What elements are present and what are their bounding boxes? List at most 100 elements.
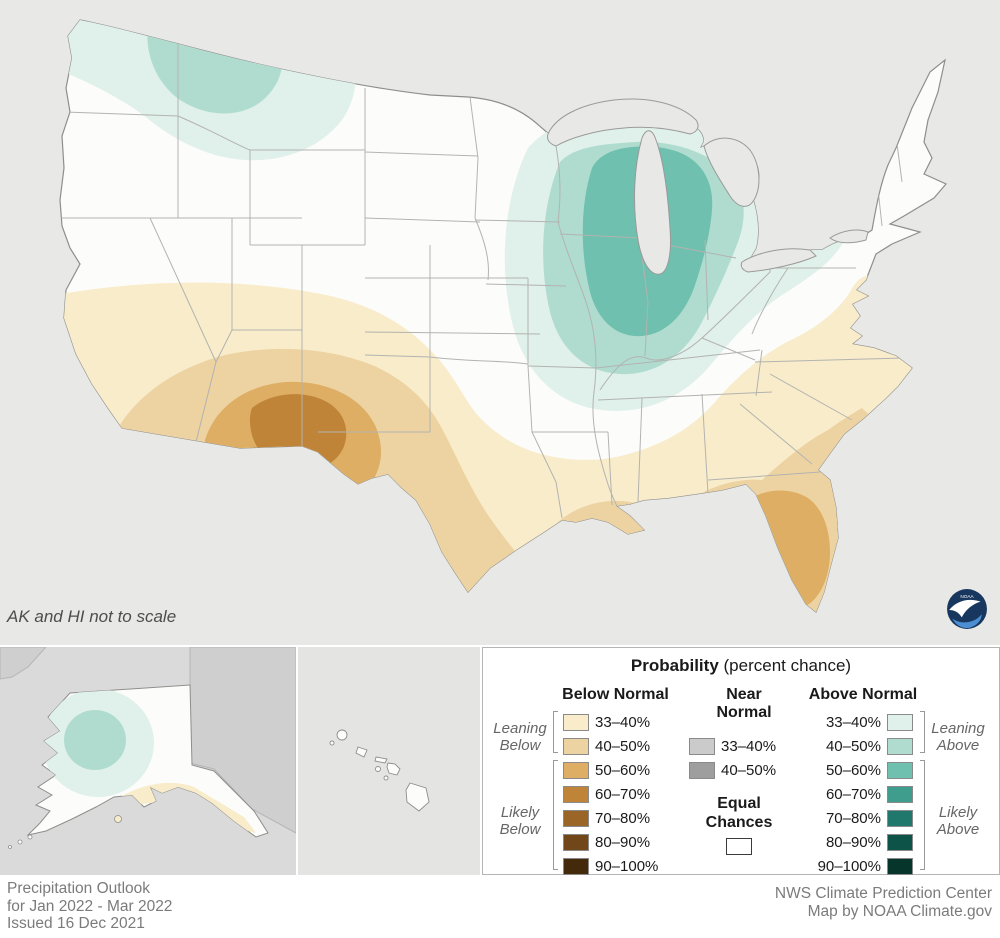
likely-above-label: Likely Above [936, 804, 980, 838]
conus-map-svg [59, 19, 947, 613]
legend-title-bold: Probability [630, 656, 719, 675]
legend-row: 40–50% [689, 758, 776, 782]
legend-swatch [887, 857, 913, 875]
legend-swatch [887, 833, 913, 851]
equal-chances-swatch [726, 838, 752, 855]
legend-label: 40–50% [825, 737, 881, 755]
legend-swatch [563, 833, 589, 851]
legend-label: 50–60% [825, 761, 881, 779]
lake-huron [703, 137, 760, 207]
noaa-logo-text: NOAA [960, 594, 974, 600]
legend-row: 33–40% [563, 710, 658, 734]
equal-chances-label: Equal Chances [705, 795, 773, 831]
footer-credit: Map by NOAA Climate.gov [807, 902, 992, 920]
legend-swatch [563, 809, 589, 827]
legend-swatch [563, 761, 589, 779]
hawaii-ocean [298, 647, 480, 875]
legend-row: 33–40% [689, 734, 776, 758]
great-lakes [547, 98, 869, 275]
near-normal-rows: 33–40% 40–50% [689, 734, 776, 782]
below-normal-header: Below Normal [562, 686, 669, 703]
legend-label: 90–100% [817, 857, 881, 875]
above-normal-rows: 33–40% 40–50% 50–60% 60–70% 70–80% 80–90… [809, 710, 913, 878]
lake-superior [547, 98, 699, 147]
legend-row: 80–90% [809, 830, 913, 854]
legend-row: 70–80% [809, 806, 913, 830]
alaska-region-above-40-50 [64, 710, 126, 770]
legend-label: 50–60% [595, 761, 651, 779]
leaning-below-label: Leaning Below [493, 720, 547, 754]
legend-label: 40–50% [721, 761, 777, 779]
legend-swatch [887, 737, 913, 755]
legend-swatch [887, 785, 913, 803]
below-normal-rows: 33–40% 40–50% 50–60% 60–70% 70–80% 80–90… [563, 710, 658, 878]
legend-label: 80–90% [825, 833, 881, 851]
legend-row: 50–60% [809, 758, 913, 782]
legend-swatch [563, 785, 589, 803]
legend-panel: Probability (percent chance) Below Norma… [482, 647, 1000, 875]
alaska-inset [0, 646, 297, 875]
footer-period: for Jan 2022 - Mar 2022 [7, 897, 173, 915]
legend-row: 33–40% [809, 710, 913, 734]
legend-swatch [887, 761, 913, 779]
footer-right: NWS Climate Prediction Center Map by NOA… [775, 880, 992, 938]
legend-row: 60–70% [809, 782, 913, 806]
legend-label: 40–50% [595, 737, 651, 755]
legend-row: 80–90% [563, 830, 658, 854]
lake-erie [740, 248, 817, 273]
leaning-above-label: Leaning Above [931, 720, 985, 754]
legend-label: 33–40% [721, 737, 777, 755]
noaa-logo: NOAA [946, 588, 988, 630]
kodiak-island [114, 815, 122, 823]
legend-label: 90–100% [595, 857, 659, 875]
noaa-wave-icon [952, 614, 982, 629]
legend-swatch [563, 713, 589, 731]
likely-below-bracket [553, 760, 558, 870]
legend-label: 70–80% [825, 809, 881, 827]
footer: Precipitation Outlook for Jan 2022 - Mar… [0, 875, 1000, 938]
likely-below-label: Likely Below [499, 804, 541, 838]
legend-label: 80–90% [595, 833, 651, 851]
hawaii-inset [298, 647, 480, 875]
legend-row: 40–50% [563, 734, 658, 758]
footer-left: Precipitation Outlook for Jan 2022 - Mar… [7, 880, 172, 938]
legend-swatch [689, 761, 715, 779]
hawaii-inset-svg [298, 647, 480, 875]
legend-row: 40–50% [809, 734, 913, 758]
bottom-row: Probability (percent chance) Below Norma… [0, 645, 1000, 875]
legend-row: 70–80% [563, 806, 658, 830]
legend-swatch [689, 737, 715, 755]
legend-label: 33–40% [825, 713, 881, 731]
alaska-inset-svg [0, 646, 297, 875]
hawaiian-islands [329, 729, 430, 812]
scale-note: AK and HI not to scale [7, 607, 177, 626]
legend-title: Probability (percent chance) [483, 656, 999, 676]
legend-label: 33–40% [595, 713, 651, 731]
legend-row: 90–100% [563, 854, 658, 878]
above-normal-header: Above Normal [808, 686, 918, 703]
legend-swatch [563, 857, 589, 875]
legend-swatch [887, 713, 913, 731]
legend-label: 60–70% [595, 785, 651, 803]
noaa-logo-svg: NOAA [947, 589, 987, 629]
leaning-above-bracket [920, 711, 925, 753]
lake-ontario [829, 229, 869, 244]
legend-label: 60–70% [825, 785, 881, 803]
lake-michigan [634, 130, 671, 275]
footer-issued: Issued 16 Dec 2021 [7, 915, 145, 932]
legend-row: 90–100% [809, 854, 913, 878]
legend-row: 50–60% [563, 758, 658, 782]
russia-land [0, 646, 48, 680]
leaning-below-bracket [553, 711, 558, 753]
conus-map: AK and HI not to scale NOAA [0, 0, 1000, 645]
aleutian-islands [8, 834, 33, 849]
legend-row: 60–70% [563, 782, 658, 806]
legend-swatch [887, 809, 913, 827]
region-below-50-60 [196, 381, 830, 609]
legend-title-rest: (percent chance) [718, 656, 852, 675]
legend-label: 70–80% [595, 809, 651, 827]
likely-above-bracket [920, 760, 925, 870]
noaa-bird-icon [949, 599, 981, 618]
footer-title: Precipitation Outlook [7, 880, 151, 897]
